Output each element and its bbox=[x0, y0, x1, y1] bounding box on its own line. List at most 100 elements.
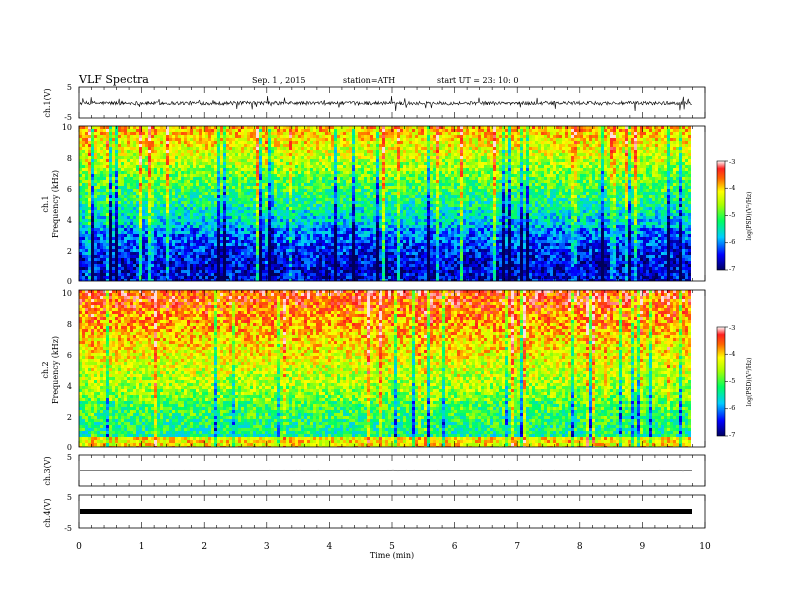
spectrogram-cell bbox=[163, 168, 166, 171]
spectrogram-cell bbox=[307, 252, 310, 255]
spectrogram-cell bbox=[325, 126, 328, 129]
spectrogram-cell bbox=[220, 216, 223, 219]
spectrogram-cell bbox=[328, 165, 331, 168]
spectrogram-cell bbox=[184, 246, 187, 249]
spectrogram-cell bbox=[94, 174, 97, 177]
spectrogram-cell bbox=[145, 264, 148, 267]
spectrogram-cell bbox=[109, 192, 112, 195]
spectrogram-cell bbox=[313, 237, 316, 240]
spectrogram-cell bbox=[118, 165, 121, 168]
spectrogram-cell bbox=[340, 249, 343, 252]
spectrogram-cell bbox=[316, 264, 319, 267]
spectrogram-cell bbox=[202, 246, 205, 249]
spectrogram-cell bbox=[160, 156, 163, 159]
spectrogram-cell bbox=[235, 177, 238, 180]
spectrogram-cell bbox=[265, 153, 268, 156]
spectrogram-cell bbox=[214, 264, 217, 267]
spectrogram-cell bbox=[133, 252, 136, 255]
spectrogram-cell bbox=[136, 216, 139, 219]
spectrogram-cell bbox=[193, 243, 196, 246]
spectrogram-cell bbox=[145, 168, 148, 171]
spectrogram-cell bbox=[85, 171, 88, 174]
spectrogram-cell bbox=[223, 159, 226, 162]
spectrogram-cell bbox=[226, 234, 229, 237]
spectrogram-cell bbox=[214, 141, 217, 144]
spectrogram-cell bbox=[349, 216, 352, 219]
spectrogram-cell bbox=[292, 162, 295, 165]
spectrogram-cell bbox=[328, 198, 331, 201]
spectrogram-cell bbox=[307, 222, 310, 225]
spectrogram-cell bbox=[205, 204, 208, 207]
spectrogram-cell bbox=[310, 225, 313, 228]
spectrogram-cell bbox=[124, 222, 127, 225]
spectrogram-cell bbox=[211, 222, 214, 225]
spectrogram-cell bbox=[358, 210, 361, 213]
spectrogram-cell bbox=[139, 141, 142, 144]
spectrogram-cell bbox=[271, 258, 274, 261]
spectrogram-cell bbox=[130, 126, 133, 129]
spectrogram-cell bbox=[187, 246, 190, 249]
spectrogram-cell bbox=[88, 174, 91, 177]
spectrogram-cell bbox=[235, 234, 238, 237]
spectrogram-cell bbox=[157, 153, 160, 156]
spectrogram-cell bbox=[259, 216, 262, 219]
spectrogram-cell bbox=[196, 234, 199, 237]
spectrogram-cell bbox=[211, 147, 214, 150]
spectrogram-cell bbox=[292, 207, 295, 210]
spectrogram-cell bbox=[196, 153, 199, 156]
spectrogram-cell bbox=[271, 243, 274, 246]
spectrogram-cell bbox=[325, 258, 328, 261]
spectrogram-cell bbox=[142, 276, 145, 279]
spectrogram-cell bbox=[133, 126, 136, 129]
spectrogram-cell bbox=[124, 150, 127, 153]
spectrogram-cell bbox=[295, 180, 298, 183]
spectrogram-cell bbox=[202, 228, 205, 231]
spectrogram-cell bbox=[226, 276, 229, 279]
spectrogram-cell bbox=[193, 126, 196, 129]
spectrogram-cell bbox=[349, 234, 352, 237]
spectrogram-cell bbox=[358, 186, 361, 189]
spectrogram-cell bbox=[322, 264, 325, 267]
spectrogram-cell bbox=[118, 237, 121, 240]
spectrogram-cell bbox=[82, 147, 85, 150]
spectrogram-cell bbox=[346, 171, 349, 174]
spectrogram-cell bbox=[265, 198, 268, 201]
spectrogram-cell bbox=[217, 225, 220, 228]
spectrogram-cell bbox=[100, 210, 103, 213]
spectrogram-cell bbox=[199, 264, 202, 267]
spectrogram-cell bbox=[349, 159, 352, 162]
spectrogram-cell bbox=[142, 261, 145, 264]
spectrogram-cell bbox=[91, 141, 94, 144]
spectrogram-cell bbox=[313, 279, 316, 281]
spectrogram-cell bbox=[88, 225, 91, 228]
spectrogram-cell bbox=[169, 186, 172, 189]
spectrogram-cell bbox=[145, 213, 148, 216]
spectrogram-cell bbox=[106, 243, 109, 246]
spectrogram-cell bbox=[328, 156, 331, 159]
spectrogram-cell bbox=[136, 156, 139, 159]
spectrogram-cell bbox=[157, 201, 160, 204]
spectrogram-cell bbox=[247, 261, 250, 264]
spectrogram-cell bbox=[160, 249, 163, 252]
spectrogram-cell bbox=[169, 219, 172, 222]
spectrogram-cell bbox=[112, 258, 115, 261]
spectrogram-cell bbox=[214, 219, 217, 222]
spectrogram-cell bbox=[100, 156, 103, 159]
spectrogram-cell bbox=[109, 174, 112, 177]
spectrogram-cell bbox=[205, 246, 208, 249]
spectrogram-cell bbox=[85, 228, 88, 231]
spectrogram-cell bbox=[97, 219, 100, 222]
spectrogram-cell bbox=[178, 189, 181, 192]
spectrogram-cell bbox=[94, 132, 97, 135]
spectrogram-cell bbox=[211, 204, 214, 207]
spectrogram-cell bbox=[127, 207, 130, 210]
spectrogram-cell bbox=[286, 147, 289, 150]
spectrogram-cell bbox=[268, 186, 271, 189]
spectrogram-cell bbox=[172, 150, 175, 153]
spectrogram-cell bbox=[169, 198, 172, 201]
spectrogram-cell bbox=[346, 189, 349, 192]
spectrogram-cell bbox=[115, 219, 118, 222]
spectrogram-cell bbox=[202, 267, 205, 270]
spectrogram-cell bbox=[136, 228, 139, 231]
spectrogram-cell bbox=[88, 156, 91, 159]
